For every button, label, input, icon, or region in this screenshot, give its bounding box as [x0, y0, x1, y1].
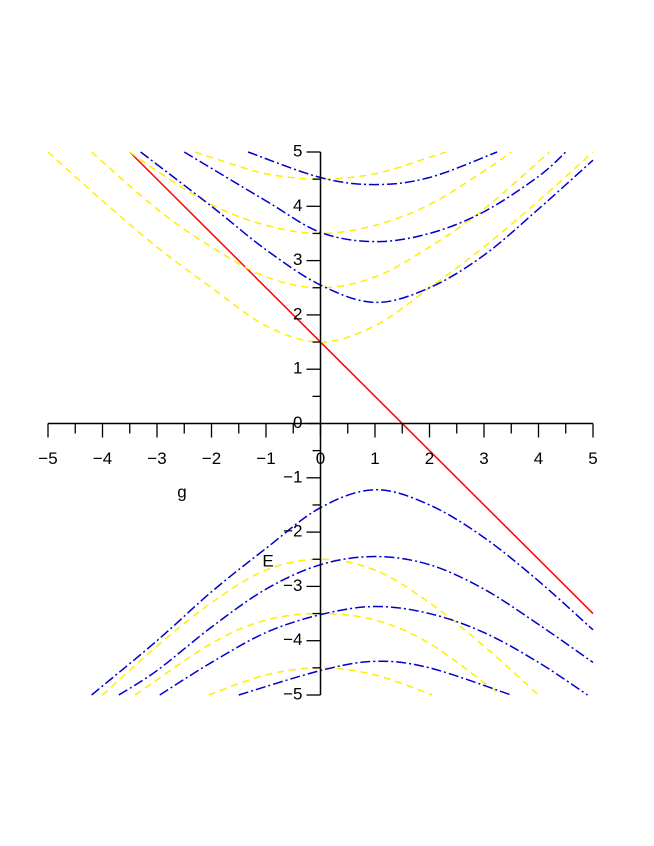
curve: [129, 151, 594, 615]
y-tick-label: −4: [283, 630, 302, 649]
x-tick-label: −4: [93, 449, 112, 468]
y-tick-label: −3: [283, 576, 302, 595]
y-tick-label: 5: [293, 141, 302, 160]
y-tick-label: 2: [293, 304, 302, 323]
curve: [159, 605, 588, 696]
y-tick-label: 3: [293, 250, 302, 269]
x-tick-label: 1: [370, 449, 379, 468]
x-tick-label: −2: [202, 449, 221, 468]
y-tick-label: 1: [293, 359, 302, 378]
curve: [238, 660, 512, 696]
curve: [118, 555, 594, 696]
curve: [194, 151, 447, 180]
curve: [91, 151, 550, 289]
x-tick-label: 0: [316, 449, 325, 468]
y-axis-label: E: [262, 551, 273, 570]
curve: [101, 558, 540, 696]
x-axis-label: g: [177, 482, 186, 501]
y-tick-label: 0: [293, 413, 302, 432]
x-tick-label: 2: [425, 449, 434, 468]
curve: [247, 151, 498, 186]
x-tick-label: −3: [147, 449, 166, 468]
x-tick-label: −5: [38, 449, 57, 468]
curve: [91, 488, 594, 696]
curve: [140, 151, 594, 304]
x-tick-label: 5: [588, 449, 597, 468]
y-tick-label: −2: [283, 522, 302, 541]
y-tick-label: 4: [293, 196, 302, 215]
curve: [134, 612, 501, 696]
curve: [183, 151, 567, 243]
y-tick-label: −1: [283, 467, 302, 486]
y-tick-label: −5: [283, 684, 302, 703]
x-tick-label: −1: [256, 449, 275, 468]
x-tick-label: 3: [479, 449, 488, 468]
x-tick-label: 4: [534, 449, 543, 468]
curve: [208, 667, 433, 696]
